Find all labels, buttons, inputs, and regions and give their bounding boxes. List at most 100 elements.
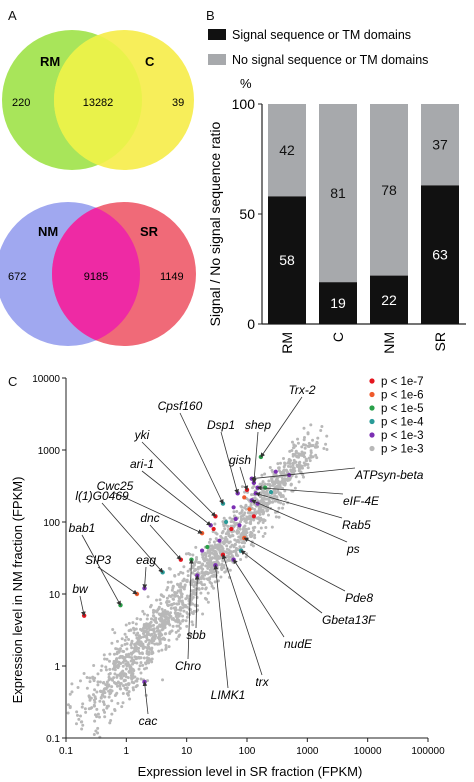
scatter-point (134, 679, 138, 683)
scatter-point (124, 667, 128, 671)
scatter-point (299, 452, 303, 456)
scatter-point (145, 666, 149, 670)
scatter-point (102, 708, 106, 712)
venn-label-rm: RM (40, 54, 60, 69)
scatter-point (173, 611, 177, 615)
scatter-point (131, 626, 135, 630)
gene-label: ari-1 (130, 457, 154, 471)
scatter-point (131, 688, 135, 692)
scatter-point (256, 521, 260, 525)
scatter-point (240, 505, 244, 509)
scatter-point (290, 448, 294, 452)
scatter-point (131, 621, 135, 625)
scatter-x-tick-label: 10 (181, 746, 193, 757)
scatter-point (207, 540, 211, 544)
scatter-point (87, 694, 91, 698)
gene-annotations: Trx-2 ATPsyn-beta eIF-4E Rab5 ps shep gish Dsp1… (69, 383, 424, 728)
scatter-point (229, 520, 233, 524)
scatter-point (216, 561, 220, 565)
arrow-rab5 (255, 492, 343, 519)
gene-label: dnc (140, 511, 159, 525)
scatter-point (190, 620, 194, 624)
scatter-point (95, 690, 99, 694)
scatter-point (124, 659, 128, 663)
arrow-dsp1 (220, 431, 239, 495)
bar-category-label: NM (381, 332, 397, 354)
scatter-point (278, 493, 282, 497)
scatter-y-tick-label: 100 (43, 518, 60, 529)
scatter-point (99, 696, 103, 700)
scatter-point (311, 438, 315, 442)
scatter-point (158, 598, 162, 602)
scatter-point (134, 685, 138, 689)
scatter-point (149, 617, 153, 621)
scatter-point (199, 576, 203, 580)
scatter-point (149, 603, 153, 607)
scatter-point (127, 682, 131, 686)
scatter-point (175, 637, 179, 641)
scatter-point (85, 686, 89, 690)
scatter-point (264, 497, 268, 501)
legend-marker (369, 391, 375, 398)
significant-point (199, 548, 205, 553)
scatter-point (157, 637, 161, 641)
scatter-point (175, 618, 179, 622)
scatter-point (136, 677, 140, 681)
arrow-bw (79, 595, 86, 617)
scatter-point (282, 456, 286, 460)
scatter-point (292, 445, 296, 449)
gene-label: Trx-2 (288, 383, 315, 397)
scatter-point (284, 497, 288, 501)
bar-no-signal-value-label: 37 (432, 137, 448, 153)
significant-point (237, 523, 242, 528)
scatter-point (176, 612, 180, 616)
scatter-point (100, 664, 104, 668)
scatter-point (206, 564, 210, 568)
scatter-y-tick-label: 0.1 (46, 734, 60, 745)
scatter-point (112, 659, 116, 663)
gene-label: Rab5 (342, 518, 371, 532)
scatter-point (295, 464, 299, 468)
scatter-point (219, 575, 223, 579)
scatter-point (113, 672, 117, 676)
scatter-point (145, 617, 149, 621)
scatter-point (258, 505, 262, 509)
scatter-point (232, 525, 236, 529)
gene-label: bab1 (69, 521, 96, 535)
scatter-point (275, 499, 279, 503)
significant-point (242, 495, 247, 500)
scatter-point (190, 610, 194, 614)
scatter-point (169, 606, 173, 610)
venn-rm-c-overlap-count: 13282 (83, 97, 114, 109)
scatter-point (213, 580, 217, 584)
scatter-point (158, 623, 162, 627)
bar-signal-value-label: 63 (432, 247, 448, 263)
scatter-point (165, 600, 169, 604)
scatter-point (75, 710, 79, 714)
arrow-gish (239, 466, 249, 491)
scatter-point (264, 526, 268, 530)
scatter-point (316, 436, 320, 440)
scatter-x-axis-label: Expression level in SR fraction (FPKM) (138, 764, 363, 779)
scatter-point (108, 688, 112, 692)
scatter-point (320, 424, 324, 428)
scatter-point (118, 647, 122, 651)
scatter-point (263, 482, 267, 486)
scatter-point (179, 589, 183, 593)
scatter-point (241, 530, 245, 534)
scatter-point (302, 461, 306, 465)
scatter-point (114, 647, 118, 651)
gene-label: Gbeta13F (322, 613, 376, 627)
scatter-point (103, 715, 107, 719)
scatter-point (90, 706, 94, 710)
scatter-point (185, 578, 189, 582)
scatter-point (157, 629, 161, 633)
gene-label: Cwc25 (97, 479, 134, 493)
scatter-point (302, 426, 306, 430)
scatter-point (308, 443, 312, 447)
scatter-point (297, 480, 301, 484)
scatter-point (123, 638, 127, 642)
scatter-x-tick-label: 100 (239, 746, 256, 757)
scatter-point (242, 532, 246, 536)
scatter-point (290, 440, 294, 444)
